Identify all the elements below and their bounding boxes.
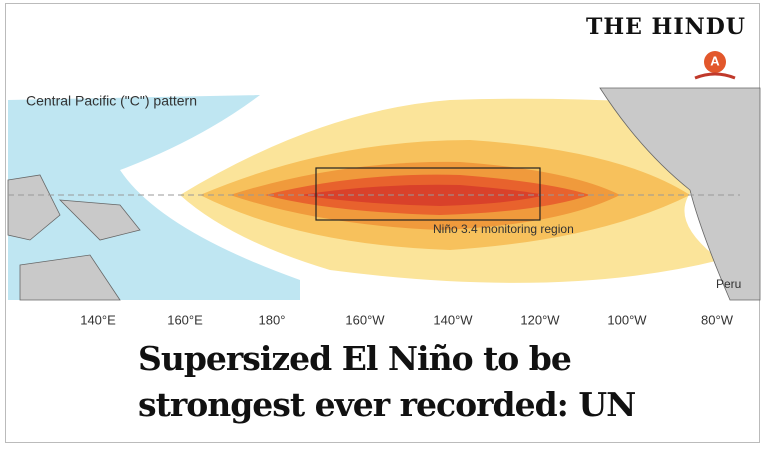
monitoring-box — [315, 167, 541, 221]
land-east — [599, 87, 761, 301]
logo: THE HINDU — [585, 14, 746, 40]
box-label: Niño 3.4 monitoring region — [433, 222, 574, 236]
cool-area — [8, 95, 300, 300]
headline: Supersized El Niño to be strongest ever … — [138, 339, 636, 424]
land-west — [7, 174, 141, 301]
longitude-label: 160°W — [345, 312, 385, 327]
emblem: A — [694, 51, 736, 80]
longitude-label: 140°W — [433, 312, 473, 327]
longitude-label: 80°W — [701, 312, 734, 327]
longitude-label: 100°W — [607, 312, 647, 327]
longitude-label: 160°E — [167, 312, 203, 327]
map: Central Pacific ("C") pattern Niño 3.4 m… — [7, 87, 761, 327]
longitude-label: 120°W — [520, 312, 560, 327]
longitude-label: 180° — [259, 312, 286, 327]
svg-text:A: A — [710, 53, 720, 68]
longitude-label: 140°E — [80, 312, 116, 327]
map-title: Central Pacific ("C") pattern — [26, 93, 197, 109]
place-label: Peru — [716, 277, 741, 291]
